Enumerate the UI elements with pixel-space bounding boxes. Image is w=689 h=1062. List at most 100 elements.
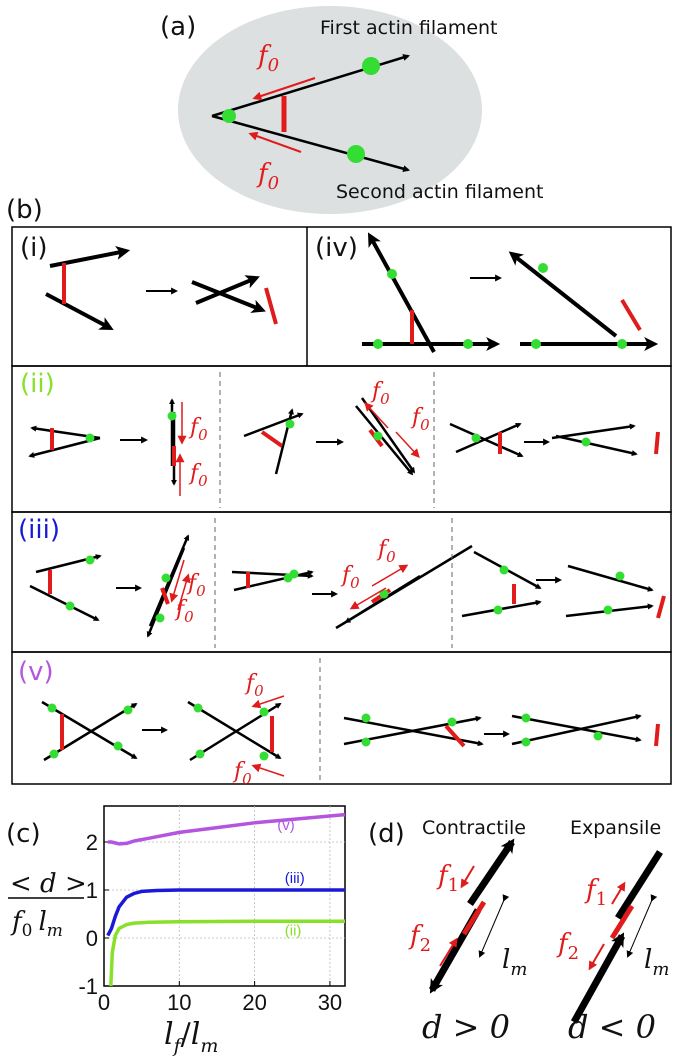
- myosin-bridge: [260, 430, 284, 448]
- subscript: m: [510, 959, 527, 980]
- panel-b-label: (b): [6, 195, 43, 225]
- node: [193, 703, 203, 713]
- row-label-v: (v): [18, 657, 54, 687]
- force-arrow-top: [252, 77, 316, 101]
- lm-label: lm: [502, 945, 527, 980]
- filament-contractile-upper: [467, 838, 515, 906]
- panel-c-label: (c): [6, 819, 41, 849]
- subscript: m: [47, 921, 63, 941]
- slash: /: [181, 1017, 192, 1052]
- force-arrow: [395, 431, 420, 458]
- contractile-condition: d > 0: [422, 1008, 510, 1046]
- filament: [511, 713, 642, 746]
- expansile-condition: d < 0: [568, 1008, 656, 1046]
- node: [447, 717, 457, 727]
- x-axis-label: lf/lm: [164, 1017, 218, 1057]
- force-label: f0: [188, 461, 208, 490]
- second-filament-label: Second actin filament: [336, 181, 543, 203]
- row-label-iv: (iv): [315, 233, 358, 263]
- force-subscript: 0: [242, 770, 252, 788]
- node: [521, 737, 531, 747]
- force-subscript: 0: [420, 416, 430, 434]
- detached-bridge: [656, 595, 666, 619]
- subscript: 0: [22, 921, 33, 941]
- filament: [45, 292, 114, 330]
- series-lines: [106, 812, 346, 987]
- node: [259, 707, 269, 717]
- force-arrow: [364, 402, 389, 429]
- filament: [508, 251, 618, 338]
- force-label: f0: [370, 379, 390, 408]
- force-label: f0: [376, 537, 396, 566]
- force-subscript: 0: [380, 390, 390, 408]
- symbol: l: [502, 945, 510, 975]
- subscript: m: [652, 959, 669, 980]
- x-tick-label: 10: [167, 990, 191, 1015]
- node: [373, 339, 383, 349]
- node: [161, 573, 171, 583]
- panel-a: (a) f0 f0 First actin filament Second ac…: [160, 6, 543, 214]
- myosin-bridge: [444, 724, 466, 748]
- series-line-v: [107, 812, 346, 846]
- panel-a-label: (a): [160, 12, 196, 42]
- filament-expansile-upper: [615, 850, 663, 920]
- node: [379, 589, 389, 599]
- panel-b: (b) (i) (iv) (ii): [6, 195, 672, 788]
- force-arrow: [251, 763, 285, 777]
- y-tick-label: 2: [86, 830, 98, 855]
- node: [113, 741, 123, 751]
- f2-label: f2: [556, 929, 579, 964]
- filament: [355, 405, 414, 476]
- force-label: f0: [174, 597, 194, 626]
- force-subscript: 0: [350, 574, 360, 592]
- node: [581, 437, 591, 447]
- force-arrow-f1: [460, 865, 475, 889]
- series-line-iii: [106, 888, 345, 937]
- detached-bridge: [264, 287, 278, 325]
- force-arrow: [349, 587, 387, 610]
- force-arrow: [169, 559, 185, 603]
- f1-label: f1: [584, 875, 607, 910]
- filament: [455, 422, 522, 454]
- filament: [243, 412, 304, 438]
- node: [259, 751, 269, 761]
- x-tick-label: 0: [98, 990, 110, 1015]
- plot-frame: [103, 805, 346, 987]
- lm-label: lm: [644, 945, 669, 980]
- row-label-i: (i): [20, 233, 48, 263]
- lm-measure: [478, 894, 510, 958]
- node: [167, 411, 177, 421]
- force-arrow: [251, 695, 285, 709]
- filament: [187, 700, 282, 760]
- filament: [551, 423, 636, 440]
- node: [499, 565, 509, 575]
- force-subscript: 0: [196, 582, 206, 600]
- force-arrow: [371, 564, 409, 587]
- filament: [195, 275, 260, 305]
- row-label-iii: (iii): [18, 515, 60, 545]
- symbol: l: [164, 1017, 174, 1052]
- lm-measure: [626, 894, 658, 958]
- force-subscript: 0: [184, 608, 194, 626]
- node: [603, 605, 613, 615]
- filament: [191, 280, 266, 313]
- force-label: f0: [410, 405, 430, 434]
- force-arrow-f2: [439, 937, 458, 967]
- x-ticks: 0 10 20 30: [98, 981, 342, 1015]
- force-arrow-f1: [611, 881, 626, 905]
- filament: [555, 434, 638, 457]
- first-filament-label: First actin filament: [320, 17, 498, 39]
- node-second: [347, 145, 365, 163]
- panel-d-label: (d): [368, 819, 405, 849]
- node: [155, 613, 165, 623]
- node: [531, 339, 541, 349]
- force-subscript: 0: [386, 548, 396, 566]
- symbol: l: [38, 907, 46, 937]
- filament: [511, 714, 642, 743]
- detached-bridge: [654, 431, 660, 455]
- node: [373, 431, 383, 441]
- node: [361, 713, 371, 723]
- filament: [344, 574, 421, 624]
- row-frame-v: [11, 651, 672, 785]
